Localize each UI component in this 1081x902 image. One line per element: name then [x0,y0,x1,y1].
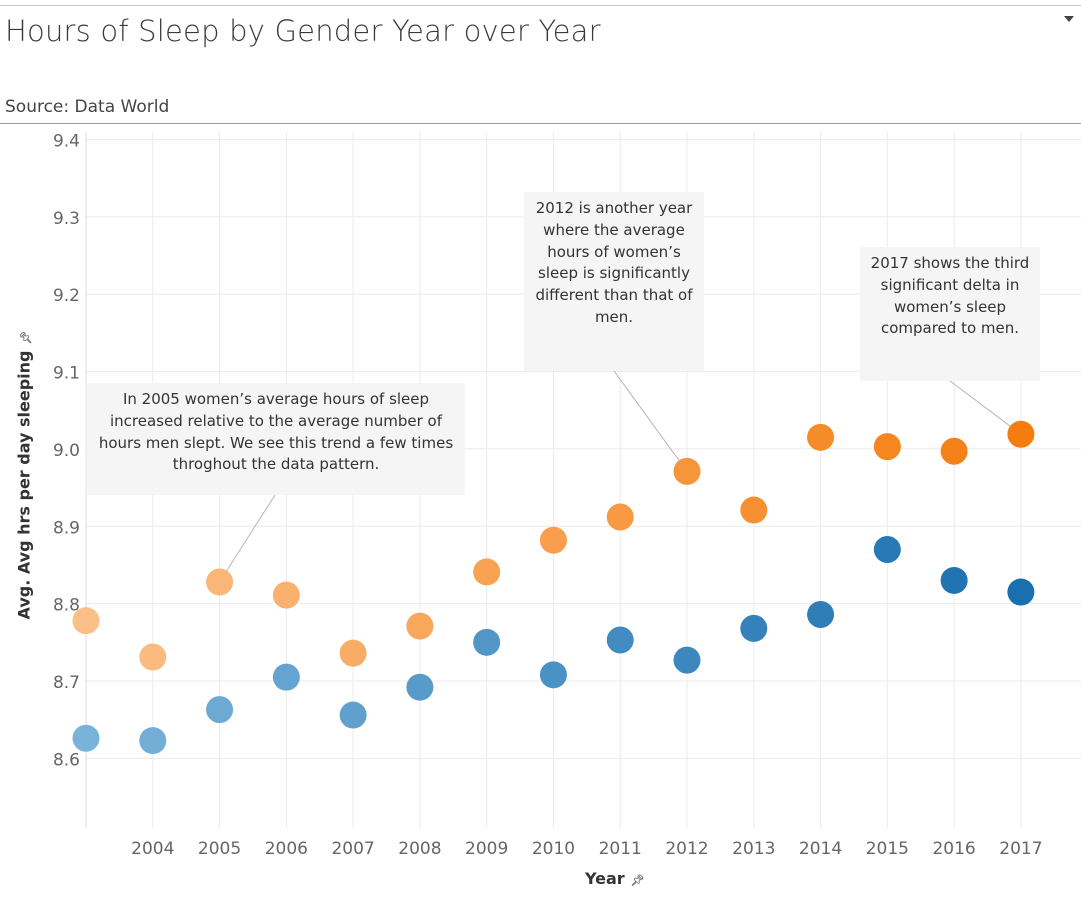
y-tick-label: 9.0 [53,441,80,461]
women-point-2004 [139,643,167,671]
top-border [0,5,1081,6]
men-point-2015 [873,535,901,563]
x-tick-label: 2009 [465,839,508,859]
pin-icon[interactable]: 📌︎ [19,330,33,345]
women-point-2012 [673,457,701,485]
y-tick-label: 9.4 [53,131,80,151]
annotation-2017: 2017 shows the third significant delta i… [860,247,1040,381]
y-axis-title: Avg. Avg hrs per day sleeping 📌︎ [15,331,34,620]
y-tick-label: 8.9 [53,518,80,538]
women-point-2006 [272,581,300,609]
women-point-2003 [72,607,100,635]
y-axis-title-text: Avg. Avg hrs per day sleeping [14,350,34,620]
women-point-2015 [873,433,901,461]
annotation-2005: In 2005 women’s average hours of sleep i… [87,383,465,495]
women-point-2013 [740,496,768,524]
x-tick-label: 2012 [665,839,708,859]
men-point-2014 [807,600,835,628]
x-tick-label: 2004 [131,839,174,859]
y-tick-label: 9.2 [53,286,80,306]
page-subtitle: Source: Data World [5,97,170,117]
page-title: Hours of Sleep by Gender Year over Year [5,14,601,48]
annotation-2012: 2012 is another year where the average h… [524,192,704,371]
x-tick-label: 2010 [532,839,575,859]
x-tick-label: 2014 [799,839,842,859]
men-point-2013 [740,614,768,642]
men-point-2011 [606,626,634,654]
women-point-2009 [473,558,501,586]
men-point-2017 [1007,578,1035,606]
annotation-leader-line [613,370,688,472]
women-point-2017 [1007,420,1035,448]
x-tick-label: 2005 [198,839,241,859]
women-point-2016 [940,437,968,465]
y-tick-label: 8.6 [53,750,80,770]
y-tick-label: 9.3 [53,209,80,229]
x-axis-title: Year 📌︎ [585,869,645,888]
x-tick-label: 2017 [999,839,1042,859]
x-tick-label: 2006 [265,839,308,859]
women-point-2014 [807,423,835,451]
men-point-2010 [539,661,567,689]
x-tick-label: 2015 [866,839,909,859]
women-point-2011 [606,503,634,531]
men-point-2007 [339,701,367,729]
x-tick-label: 2008 [398,839,441,859]
annotation-leader-line [949,380,1022,435]
x-tick-label: 2011 [599,839,642,859]
men-point-2012 [673,646,701,674]
men-point-2009 [473,628,501,656]
men-point-2005 [206,696,234,724]
men-point-2006 [272,663,300,691]
men-point-2004 [139,727,167,755]
header-divider [0,123,1081,124]
y-tick-label: 8.8 [53,596,80,616]
x-axis-title-text: Year [585,869,625,888]
x-tick-label: 2016 [932,839,975,859]
x-tick-label: 2007 [331,839,374,859]
y-tick-label: 9.1 [53,364,80,384]
annotation-leader-line [219,494,276,583]
men-point-2016 [940,566,968,594]
y-tick-label: 8.7 [53,673,80,693]
women-point-2005 [206,568,234,596]
pin-icon[interactable]: 📌︎ [630,874,645,887]
men-point-2008 [406,673,434,701]
chevron-down-icon[interactable] [1064,16,1074,22]
women-point-2007 [339,639,367,667]
men-point-2003 [72,724,100,752]
x-tick-label: 2013 [732,839,775,859]
women-point-2010 [539,526,567,554]
women-point-2008 [406,612,434,640]
